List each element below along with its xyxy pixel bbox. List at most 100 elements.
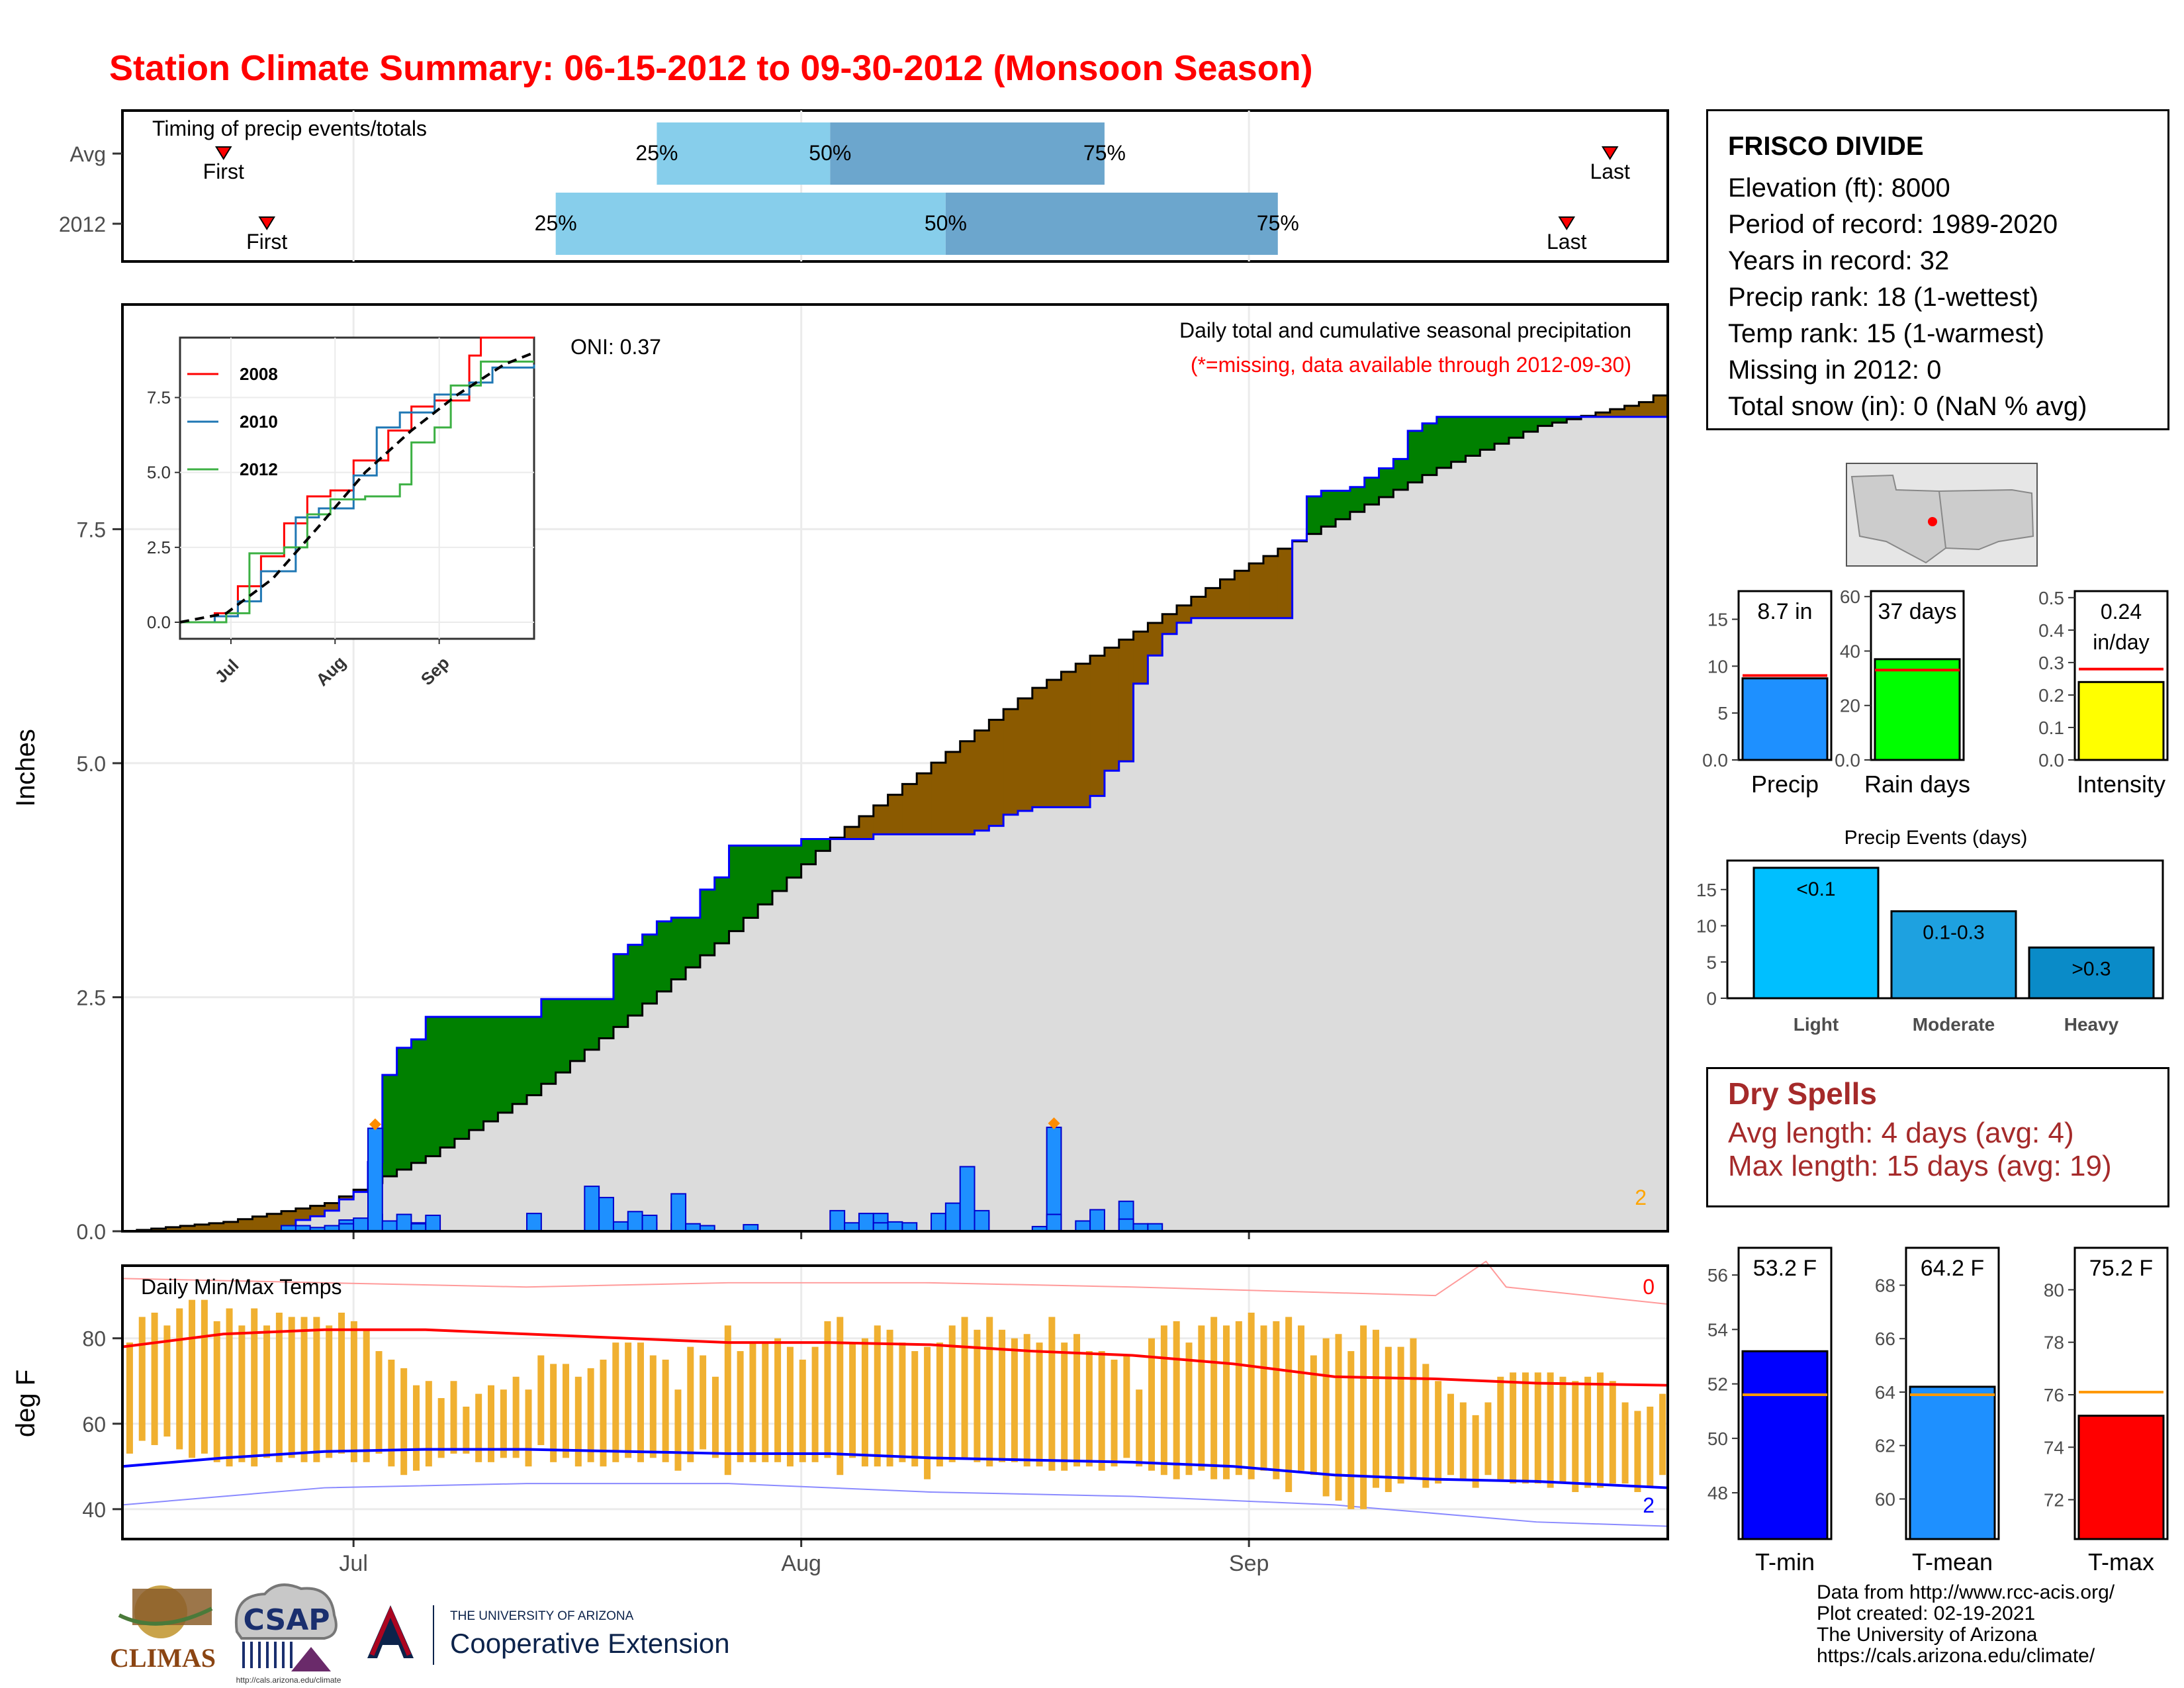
credits: Data from http://www.rcc-acis.org/ Plot … xyxy=(1817,1582,2115,1667)
cumulative-area xyxy=(1277,618,1293,1231)
daily-precip-bar xyxy=(381,1220,398,1233)
cumulative-area xyxy=(1292,541,1308,1231)
cumulative-area xyxy=(671,979,686,1231)
daily-temp-bar xyxy=(263,1325,271,1458)
daily-temp-bar xyxy=(500,1389,507,1458)
cumulative-area xyxy=(1552,422,1567,1232)
cumulative-area xyxy=(426,1156,441,1231)
below-average-area xyxy=(1624,406,1639,417)
daily-temp-bar xyxy=(450,1381,457,1454)
above-average-area xyxy=(1494,416,1510,444)
cumulative-area xyxy=(917,834,932,1231)
temp-ytick-label: 60 xyxy=(82,1413,106,1436)
above-average-area xyxy=(801,839,817,865)
timing-last-label: Last xyxy=(1590,160,1630,183)
total-value-label: 37 days xyxy=(1878,599,1956,624)
above-average-area xyxy=(642,934,658,1004)
below-average-area xyxy=(339,1196,354,1199)
below-average-area xyxy=(1133,632,1148,684)
daily-temp-bar xyxy=(1422,1364,1430,1488)
temp-summary-bar xyxy=(2077,1415,2165,1540)
daily-temp-bar xyxy=(574,1376,582,1467)
below-average-area xyxy=(1061,671,1076,808)
daily-precip-bar xyxy=(627,1211,643,1232)
daily-temp-bar xyxy=(251,1308,258,1467)
above-average-area xyxy=(382,1074,398,1177)
daily-temp-bar xyxy=(375,1351,383,1454)
above-average-area xyxy=(729,845,744,931)
daily-temp-bar xyxy=(201,1299,208,1454)
temp-summary-ytick-label: 60 xyxy=(1875,1489,1895,1509)
below-average-area xyxy=(267,1213,282,1231)
above-average-area xyxy=(512,1017,527,1104)
below-average-area xyxy=(1177,605,1192,623)
above-average-area xyxy=(396,1047,412,1170)
daily-temp-bar xyxy=(786,1346,794,1467)
timing-last-marker xyxy=(1601,146,1619,160)
temp-xtick-label: Aug xyxy=(781,1551,821,1576)
daily-precip-bar xyxy=(887,1221,903,1233)
cumulative-area xyxy=(1263,618,1279,1231)
daily-temp-bar xyxy=(1484,1402,1492,1476)
below-average-area xyxy=(1639,402,1654,417)
daily-temp-bar xyxy=(1360,1325,1367,1509)
temp-xtick-label: Sep xyxy=(1229,1551,1269,1576)
cumulative-area xyxy=(613,1027,629,1231)
temp-summary-bar xyxy=(1741,1350,1829,1540)
temp-summary-label: T-min xyxy=(1755,1548,1815,1575)
daily-temp-bar xyxy=(1098,1351,1105,1471)
daily-temp-bar xyxy=(1621,1402,1629,1484)
daily-temp-bar xyxy=(463,1406,470,1454)
below-average-area xyxy=(223,1221,239,1231)
timing-p25-label: 25% xyxy=(535,211,577,235)
precip-title: Daily total and cumulative seasonal prec… xyxy=(1179,318,1631,342)
inset-ytick-label: 0.0 xyxy=(147,612,171,632)
daily-temp-bar xyxy=(275,1312,283,1462)
daily-temp-bar xyxy=(1085,1351,1093,1467)
ua-logo-big-text: Cooperative Extension xyxy=(450,1628,730,1659)
climas-logo-swoosh xyxy=(118,1607,213,1626)
daily-precip-bar xyxy=(974,1209,990,1233)
cumulative-area xyxy=(1408,482,1423,1232)
daily-temp-bar xyxy=(700,1355,707,1450)
inset-line-avg xyxy=(179,351,535,624)
above-average-area xyxy=(527,1017,542,1096)
precip-ylabel: Inches xyxy=(11,729,40,807)
temp-summary-ytick-label: 50 xyxy=(1707,1429,1728,1449)
above-average-area xyxy=(584,999,600,1050)
daily-temp-bar xyxy=(749,1342,756,1462)
cumulative-area xyxy=(830,839,845,1231)
timing-p75-label: 75% xyxy=(1083,141,1126,165)
ua-logo-a-inner xyxy=(369,1606,412,1656)
daily-temp-bar xyxy=(1123,1355,1130,1458)
daily-precip-bar xyxy=(959,1166,976,1232)
cumulative-area xyxy=(1118,761,1134,1231)
daily-temp-bar xyxy=(637,1342,644,1462)
cumulative-area xyxy=(1220,618,1235,1231)
inset-legend-label: 2010 xyxy=(240,412,278,432)
above-average-area xyxy=(469,1017,484,1131)
daily-temp-bar xyxy=(1435,1381,1442,1484)
below-average-area xyxy=(1610,409,1625,417)
daily-temp-bar xyxy=(1136,1389,1143,1467)
timing-p50-label: 50% xyxy=(809,141,851,165)
daily-temp-bar xyxy=(811,1346,819,1462)
above-average-area xyxy=(1422,423,1437,475)
cumulative-area xyxy=(686,967,701,1231)
below-average-area xyxy=(238,1219,253,1231)
daily-precip-bar xyxy=(829,1209,846,1233)
cumulative-area xyxy=(873,834,889,1231)
daily-temp-bar xyxy=(737,1351,744,1462)
cumulative-area xyxy=(1364,504,1380,1232)
dry-spells-box: Dry Spells Avg length: 4 days (avg: 4) M… xyxy=(1706,1067,2169,1207)
timing-p50-label: 50% xyxy=(925,211,967,235)
cumulative-area xyxy=(1162,633,1177,1231)
events-bar xyxy=(2028,946,2155,1000)
total-ytick-label: 0.1 xyxy=(2038,718,2064,738)
daily-temp-bar xyxy=(1285,1317,1293,1493)
inset-legend-label: 2012 xyxy=(240,459,278,479)
station-temp-rank: Temp rank: 15 (1-warmest) xyxy=(1728,319,2044,348)
cumulative-area xyxy=(570,1060,585,1231)
above-average-area xyxy=(411,1039,426,1163)
below-average-area xyxy=(165,1227,181,1231)
